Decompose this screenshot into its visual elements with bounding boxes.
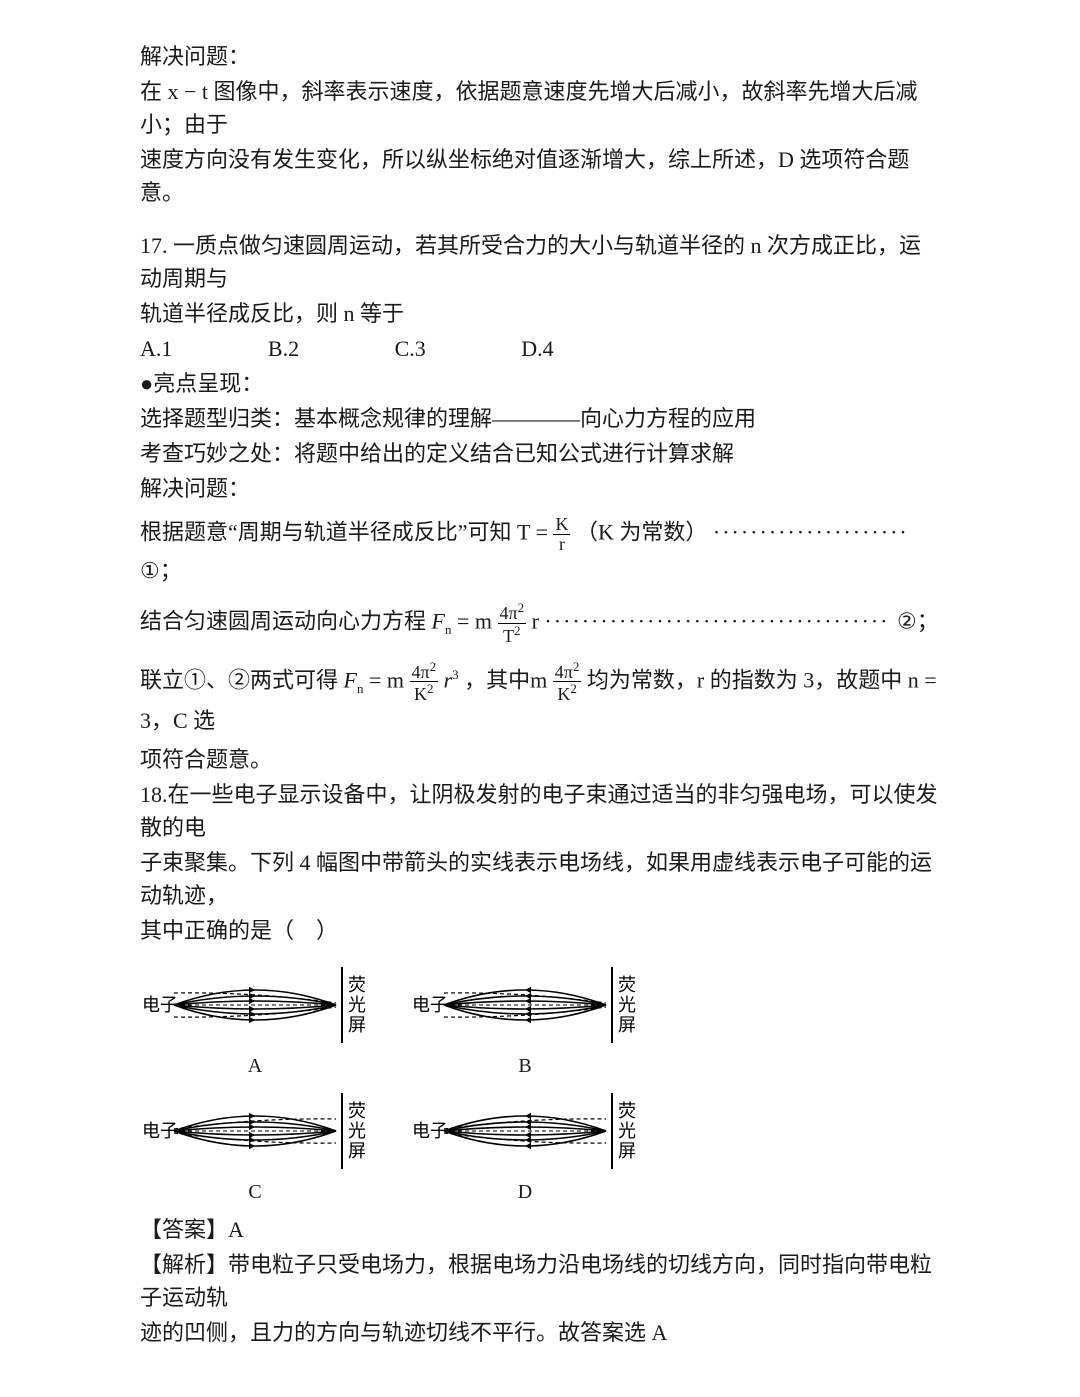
fig-a-caption: A — [140, 1051, 370, 1081]
eq1-post: （K 为常数） — [576, 519, 707, 544]
q17-line2: 考查巧妙之处：将题中给出的定义结合已知公式进行计算求解 — [140, 437, 940, 470]
q18-fig-c: 电子 荧光屏 C — [140, 1085, 370, 1207]
eq2-F: F — [432, 608, 445, 633]
q17-eq2: 结合匀速圆周运动向心力方程 Fn = m 4π2 T2 r ··········… — [140, 601, 940, 646]
svg-text:电子: 电子 — [412, 1121, 448, 1141]
eq3-pre: 联立①、②两式可得 — [140, 667, 338, 692]
eq3-Fsub: n — [357, 680, 364, 695]
q18-stem-3: 其中正确的是（ ） — [140, 914, 940, 947]
q17-line1: 选择题型归类：基本概念规律的理解————向心力方程的应用 — [140, 402, 940, 435]
q18-fig-a: 电子 荧光屏 A — [140, 959, 370, 1081]
q18-analysis-1: 【解析】带电粒子只受电场力，根据电场力沿电场线的切线方向，同时指向带电粒子运动轨 — [140, 1248, 940, 1314]
fig-c-caption: C — [140, 1177, 370, 1207]
eq2-fds: 2 — [514, 623, 521, 638]
svg-text:光: 光 — [618, 995, 636, 1015]
document-page: 解决问题： 在 x − t 图像中，斜率表示速度，依据题意速度先增大后减小，故斜… — [0, 0, 1080, 1397]
q17-eq1: 根据题意“周期与轨道半径成反比”可知 T = K r （K 为常数） ·····… — [140, 515, 940, 587]
eq1-circ: ①； — [140, 558, 182, 583]
q18-stem-2: 子束聚集。下列 4 幅图中带箭头的实线表示电场线，如果用虚线表示电子可能的运动轨… — [140, 846, 940, 912]
eq3-f1ds: 2 — [427, 681, 434, 696]
eq1-den: r — [553, 535, 570, 554]
eq2-Fsub: n — [445, 622, 452, 637]
q18-fig-d: 电子 荧光屏 D — [410, 1085, 640, 1207]
eq3-frac1: 4π2 K2 — [410, 660, 439, 705]
intro-line1: 在 x − t 图像中，斜率表示速度，依据题意速度先增大后减小，故斜率先增大后减… — [140, 75, 940, 141]
svg-text:屏: 屏 — [618, 1141, 636, 1161]
eq3-f1ns: 2 — [430, 659, 437, 674]
eq3-f2ns: 2 — [573, 659, 580, 674]
svg-text:屏: 屏 — [348, 1141, 366, 1161]
svg-text:光: 光 — [618, 1121, 636, 1141]
eq2-fn: 4π — [500, 603, 518, 623]
eq3-frac2: 4π2 K2 — [553, 660, 582, 705]
eq2-eq: = m — [457, 608, 492, 633]
q17-option-b: B.2 — [268, 332, 299, 365]
eq3-f1d: K — [414, 684, 427, 704]
eq1-pre: 根据题意“周期与轨道半径成反比”可知 T = — [140, 519, 553, 544]
q17-option-c: C.3 — [395, 332, 426, 365]
intro-line2: 速度方向没有发生变化，所以纵坐标绝对值逐渐增大，综上所述，D 选项符合题意。 — [140, 143, 940, 209]
q17-options: A.1 B.2 C.3 D.4 — [140, 332, 940, 365]
q18-figure-grid: 电子荧光屏 A 电子荧光屏 B 电子荧光屏 C 电子荧光屏 D — [140, 959, 660, 1207]
svg-text:荧: 荧 — [348, 975, 366, 995]
q18-fig-b: 电子 荧光屏 B — [410, 959, 640, 1081]
field-diagram-d: 电子 荧光屏 — [410, 1085, 640, 1177]
field-diagram-b: 电子 荧光屏 — [410, 959, 640, 1051]
field-diagram-c: 电子 荧光屏 — [140, 1085, 370, 1177]
svg-text:电子: 电子 — [142, 1121, 178, 1141]
field-diagram-a: 电子 荧光屏 — [140, 959, 370, 1051]
q18-answer: 【答案】A — [140, 1213, 940, 1246]
eq3-f2n: 4π — [555, 662, 573, 682]
q17-line3: 解决问题： — [140, 472, 940, 505]
eq3-f2ds: 2 — [570, 681, 577, 696]
eq2-frac: 4π2 T2 — [498, 601, 527, 646]
eq2-post: r — [532, 608, 545, 633]
eq3-mid: ，其中m — [464, 667, 547, 692]
q17-option-a: A.1 — [140, 332, 172, 365]
eq2-fd: T — [503, 626, 514, 646]
eq2-fns: 2 — [518, 600, 525, 615]
eq1-frac: K r — [553, 515, 570, 554]
svg-text:荧: 荧 — [618, 975, 636, 995]
q18-analysis-2: 迹的凹侧，且力的方向与轨迹切线不平行。故答案选 A — [140, 1316, 940, 1349]
eq2-dots: ····································· — [544, 608, 897, 633]
q17-eq3: 联立①、②两式可得 Fn = m 4π2 K2 r3 ，其中m 4π2 K2 均… — [140, 660, 940, 738]
svg-text:荧: 荧 — [348, 1101, 366, 1121]
q17-stem-2: 轨道半径成反比，则 n 等于 — [140, 297, 940, 330]
q17-eq3-last: 项符合题意。 — [140, 743, 940, 776]
eq1-num: K — [553, 515, 570, 535]
fig-d-caption: D — [410, 1177, 640, 1207]
q17-option-d: D.4 — [521, 332, 553, 365]
eq3-r: r — [444, 667, 453, 692]
eq3-F: F — [344, 667, 357, 692]
fig-b-caption: B — [410, 1051, 640, 1081]
eq2-pre: 结合匀速圆周运动向心力方程 — [140, 608, 426, 633]
svg-text:光: 光 — [348, 995, 366, 1015]
intro-heading: 解决问题： — [140, 40, 940, 73]
q17-stem-1: 17. 一质点做匀速圆周运动，若其所受合力的大小与轨道半径的 n 次方成正比，运… — [140, 229, 940, 295]
eq2-circ: ②； — [897, 608, 939, 633]
svg-text:屏: 屏 — [348, 1015, 366, 1035]
eq1-dots: ····················· — [713, 519, 909, 544]
q17-bullet: ●亮点呈现： — [140, 367, 940, 400]
eq3-eq: = m — [369, 667, 404, 692]
svg-text:屏: 屏 — [618, 1015, 636, 1035]
svg-text:电子: 电子 — [142, 995, 178, 1015]
eq3-rs: 3 — [452, 667, 459, 682]
q18-stem-1: 18.在一些电子显示设备中，让阴极发射的电子束通过适当的非匀强电场，可以使发散的… — [140, 778, 940, 844]
svg-text:荧: 荧 — [618, 1101, 636, 1121]
svg-text:光: 光 — [348, 1121, 366, 1141]
svg-text:电子: 电子 — [412, 995, 448, 1015]
eq3-f1n: 4π — [412, 662, 430, 682]
eq3-f2d: K — [557, 684, 570, 704]
